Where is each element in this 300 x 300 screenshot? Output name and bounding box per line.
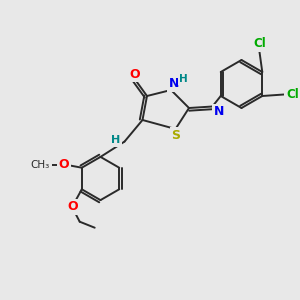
Text: O: O [129,68,140,81]
Text: H: H [112,135,121,145]
Text: H: H [179,74,188,84]
Text: Cl: Cl [286,88,299,101]
Text: S: S [172,129,181,142]
Text: O: O [58,158,69,171]
Text: O: O [68,200,78,213]
Text: Cl: Cl [253,37,266,50]
Text: CH₃: CH₃ [31,160,50,170]
Text: N: N [214,105,224,119]
Text: N: N [169,77,179,90]
